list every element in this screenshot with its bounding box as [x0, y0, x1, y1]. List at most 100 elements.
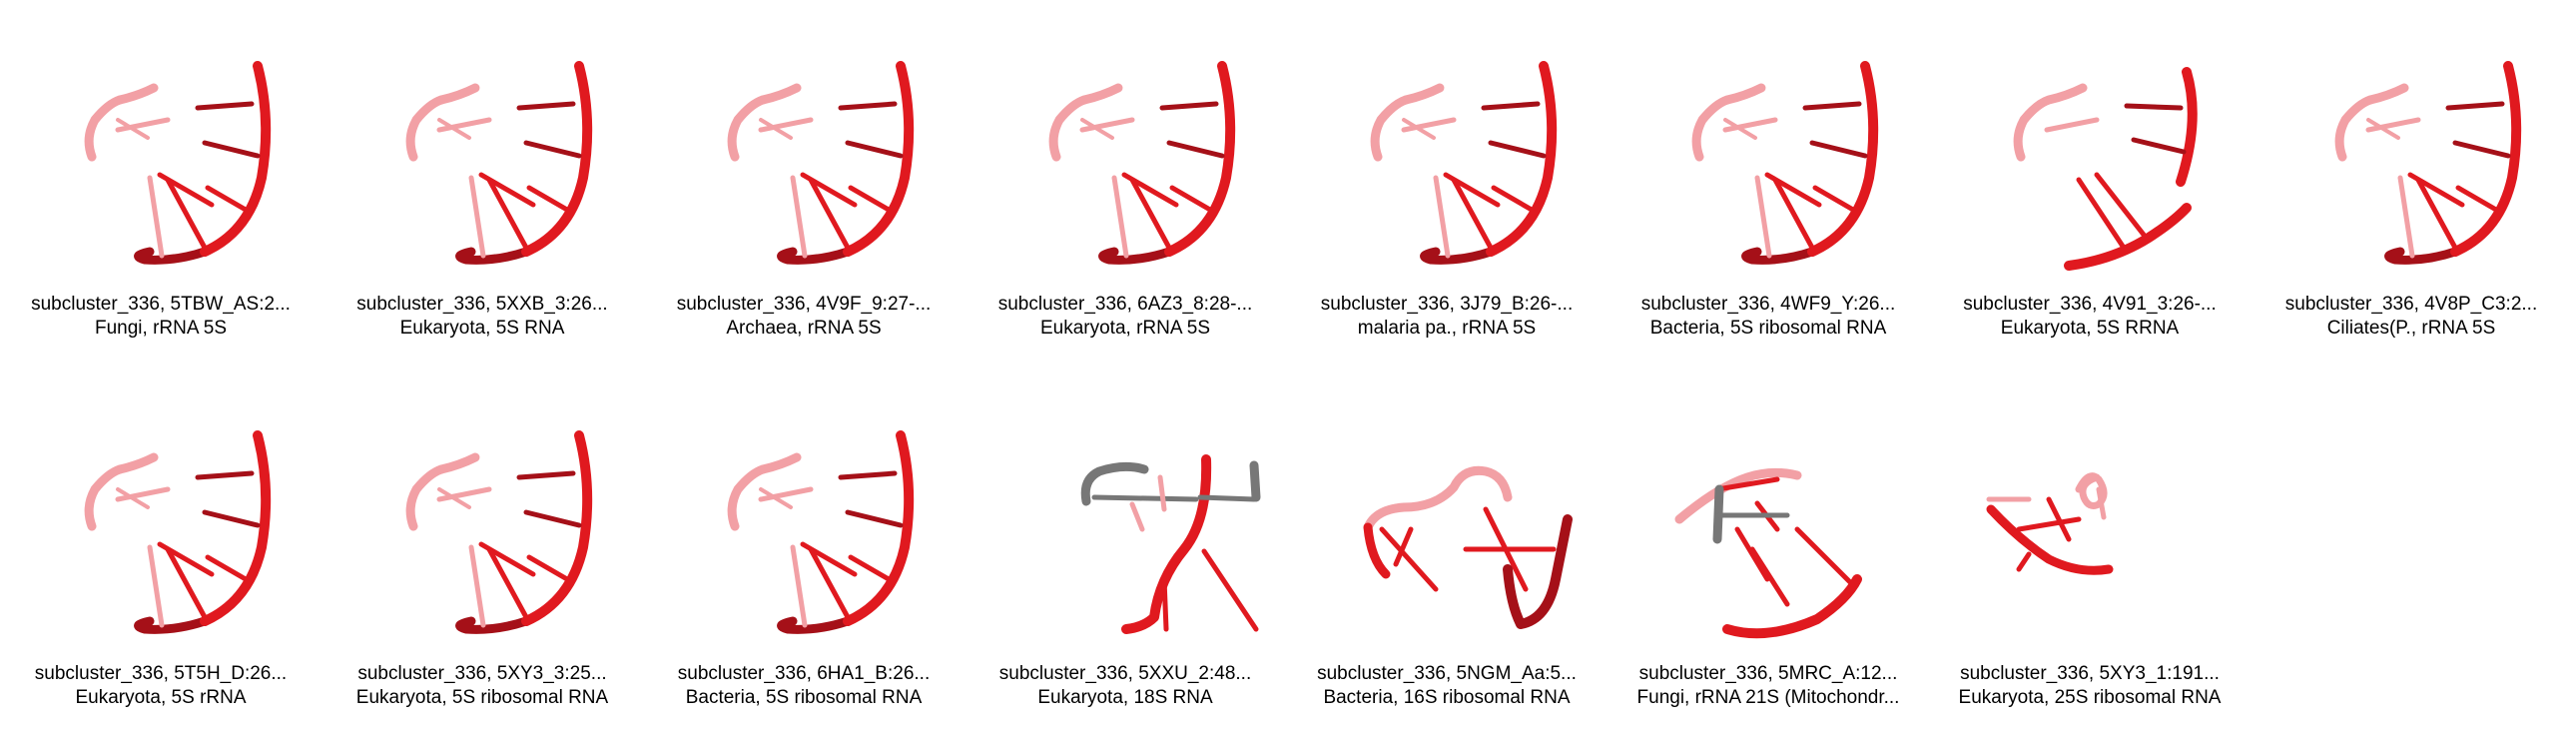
structure-card[interactable]: subcluster_336, 5XXU_2:48... Eukaryota, 1…	[965, 379, 1286, 729]
base-pair-stick	[2455, 185, 2499, 213]
backbone-segment	[84, 95, 125, 162]
base-pair-stick	[759, 487, 793, 509]
backbone-segment	[1807, 61, 1879, 257]
structure-card[interactable]: subcluster_336, 6AZ3_8:28-... Eukaryota, …	[965, 10, 1286, 360]
base-pair-stick	[436, 117, 492, 133]
structure-title: subcluster_336, 6HA1_B:26...	[677, 663, 931, 684]
base-pair-stick	[1723, 118, 1757, 140]
base-pair-stick	[468, 544, 486, 628]
structure-card[interactable]: subcluster_336, 5NGM_Aa:5... Bacteria, 16…	[1286, 379, 1608, 729]
base-pair-stick	[808, 177, 851, 251]
backbone-segment	[1363, 465, 1513, 532]
base-pair-stick	[1481, 101, 1541, 111]
structure-subtitle: Eukaryota, 5S RNA	[399, 318, 565, 339]
base-pair-stick	[526, 554, 570, 582]
base-pair-stick	[2044, 117, 2100, 133]
base-pair-stick	[1379, 526, 1439, 592]
structure-title: subcluster_336, 5NGM_Aa:5...	[1317, 663, 1577, 684]
structure-title: subcluster_336, 5T5H_D:26...	[34, 663, 288, 684]
structure-subtitle: Bacteria, 5S ribosomal RNA	[685, 687, 923, 708]
rna-structure-image	[2334, 61, 2522, 265]
base-pair-stick	[486, 177, 529, 251]
backbone-segment	[1249, 460, 1261, 502]
backbone-segment	[1986, 504, 2114, 575]
base-pair-stick	[2094, 172, 2147, 238]
base-pair-stick	[1772, 177, 1815, 251]
structure-subtitle: Eukaryota, 5S rRNA	[75, 687, 247, 708]
base-pair-stick	[1734, 526, 1770, 582]
structure-card[interactable]: subcluster_336, 5XY3_1:191... Eukaryota, …	[1929, 379, 2251, 729]
structure-card[interactable]: subcluster_336, 5XXB_3:26... Eukaryota, 5…	[322, 10, 643, 360]
base-pair-stick	[526, 185, 570, 213]
base-pair-stick	[116, 487, 150, 509]
base-pair-stick	[2046, 496, 2072, 542]
rna-structure-image	[727, 430, 915, 634]
structure-card[interactable]: subcluster_336, 4V8P_C3:2... Ciliates(P.,…	[2251, 10, 2572, 360]
structure-card[interactable]: subcluster_336, 4V91_3:26-... Eukaryota, …	[1929, 10, 2251, 360]
structure-card[interactable]: subcluster_336, 4WF9_Y:26... Bacteria, 5S…	[1608, 10, 1929, 360]
backbone-segment	[1363, 522, 1391, 579]
base-pair-stick	[1201, 548, 1259, 632]
structure-title: subcluster_336, 4WF9_Y:26...	[1640, 294, 1896, 315]
structure-card[interactable]: subcluster_336, 6HA1_B:26... Bacteria, 5S…	[643, 379, 965, 729]
structure-subtitle: Eukaryota, 5S ribosomal RNA	[355, 687, 609, 708]
structure-card[interactable]: subcluster_336, 5MRC_A:12... Fungi, rRNA …	[1608, 379, 1929, 729]
structure-card[interactable]: subcluster_336, 4V9F_9:27-... Archaea, rR…	[643, 10, 965, 360]
backbone-segment	[2013, 83, 2088, 162]
base-pair-stick	[1754, 175, 1772, 259]
structure-subtitle: malaria pa., rRNA 5S	[1357, 318, 1537, 339]
backbone-segment	[1722, 83, 1766, 105]
rna-structure-image	[1048, 61, 1236, 265]
backbone-segment	[1080, 461, 1149, 506]
base-pair-stick	[2076, 177, 2127, 251]
backbone-segment	[436, 83, 480, 105]
backbone-segment	[1098, 247, 1174, 265]
base-pair-stick	[1079, 117, 1135, 133]
structure-title: subcluster_336, 4V8P_C3:2...	[2284, 294, 2538, 315]
rna-structure-image	[2013, 67, 2198, 271]
backbone-segment	[2365, 83, 2409, 105]
backbone-segment	[455, 616, 531, 634]
structure-subtitle: Eukaryota, 18S RNA	[1037, 687, 1213, 708]
base-pair-stick	[1433, 175, 1451, 259]
structure-title: subcluster_336, 4V9F_9:27-...	[676, 294, 932, 315]
base-pair-stick	[845, 509, 904, 528]
base-pair-stick	[2415, 177, 2458, 251]
base-pair-stick	[1161, 576, 1169, 632]
base-pair-stick	[1809, 140, 1868, 159]
structure-card[interactable]: subcluster_336, 5XY3_3:25... Eukaryota, 5…	[322, 379, 643, 729]
structure-title: subcluster_336, 4V91_3:26-...	[1963, 294, 2217, 315]
base-pair-stick	[165, 546, 208, 620]
backbone-segment	[1722, 574, 1862, 639]
backbone-segment	[758, 83, 802, 105]
base-pair-stick	[1488, 140, 1547, 159]
rna-structure-image	[84, 430, 272, 634]
base-pair-stick	[523, 509, 582, 528]
backbone-segment	[1503, 514, 1573, 629]
base-pair-stick	[838, 470, 898, 480]
structure-card[interactable]: subcluster_336, 5TBW_AS:2... Fungi, rRNA …	[0, 10, 322, 360]
base-pair-stick	[1157, 474, 1167, 512]
backbone-segment	[758, 452, 802, 474]
backbone-segment	[2450, 61, 2522, 257]
backbone-segment	[1741, 247, 1817, 265]
structure-card[interactable]: subcluster_336, 3J79_B:26-... malaria pa.…	[1286, 10, 1608, 360]
backbone-segment	[1370, 95, 1411, 162]
base-pair-stick	[790, 544, 808, 628]
rna-structure-image	[1986, 472, 2114, 575]
backbone-segment	[115, 83, 159, 105]
backbone-segment	[134, 247, 210, 265]
structure-subtitle: Archaea, rRNA 5S	[726, 318, 882, 339]
backbone-segment	[1420, 247, 1496, 265]
rna-structure-image	[1363, 465, 1573, 629]
base-pair-stick	[848, 554, 892, 582]
base-pair-stick	[202, 140, 261, 159]
backbone-segment	[1401, 83, 1445, 105]
structure-card[interactable]: subcluster_336, 5T5H_D:26... Eukaryota, 5…	[0, 379, 322, 729]
rna-structure-image	[405, 430, 593, 634]
base-pair-stick	[758, 486, 814, 502]
backbone-segment	[1079, 83, 1123, 105]
base-pair-stick	[195, 470, 255, 480]
structure-subtitle: Bacteria, 16S ribosomal RNA	[1323, 687, 1571, 708]
